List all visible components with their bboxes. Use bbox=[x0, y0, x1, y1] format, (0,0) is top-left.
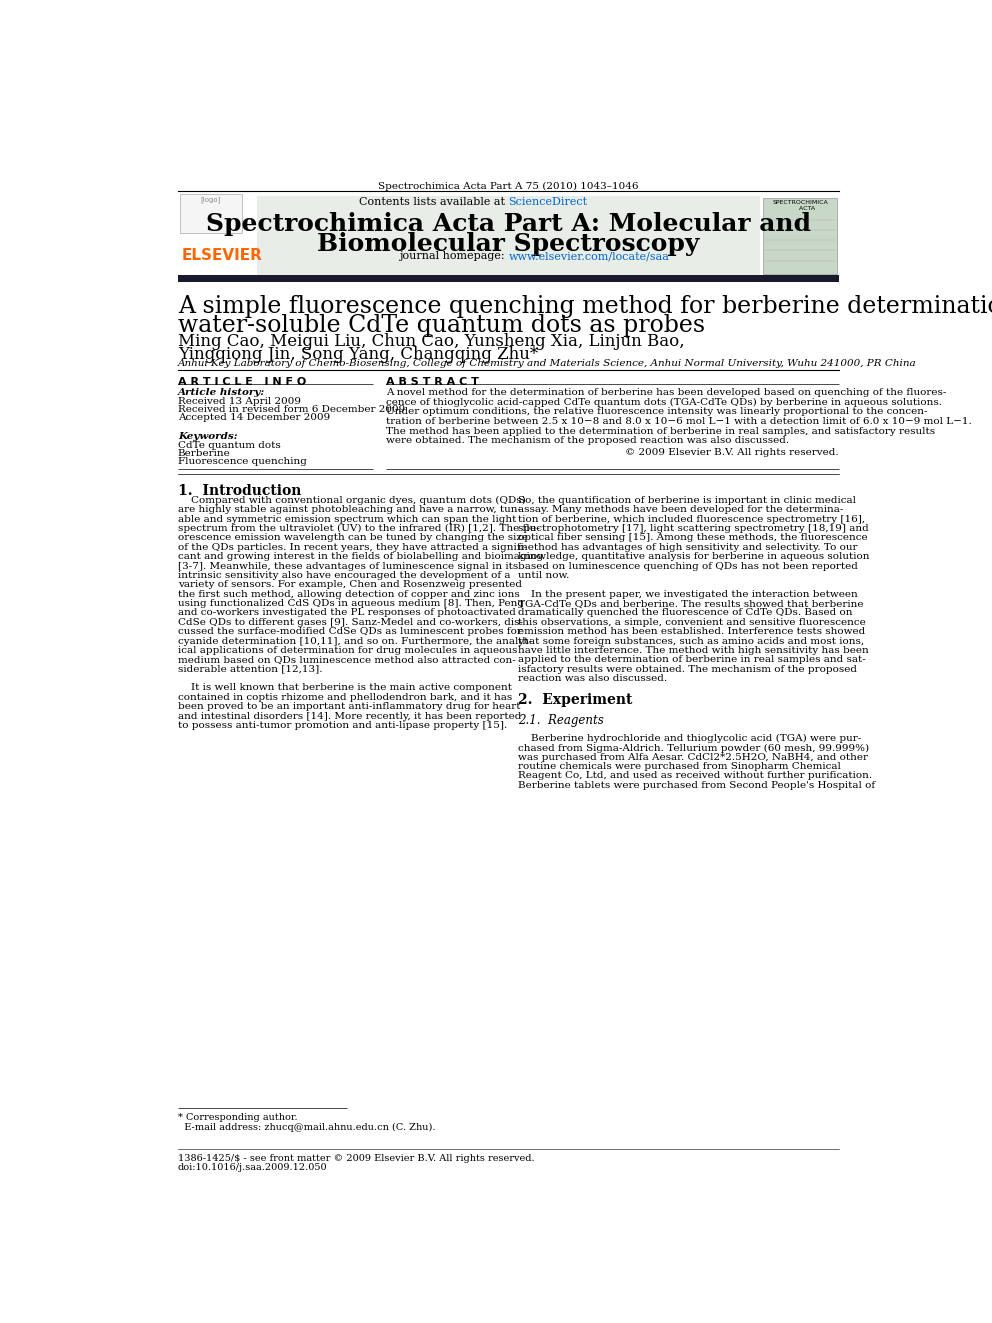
Text: intrinsic sensitivity also have encouraged the development of a: intrinsic sensitivity also have encourag… bbox=[178, 572, 510, 579]
Text: Contents lists available at: Contents lists available at bbox=[359, 197, 508, 208]
Text: have little interference. The method with high sensitivity has been: have little interference. The method wit… bbox=[518, 646, 869, 655]
Text: Anhui Key Laboratory of Chemo-Biosensing, College of Chemistry and Materials Sci: Anhui Key Laboratory of Chemo-Biosensing… bbox=[178, 360, 917, 368]
Text: chased from Sigma-Aldrich. Tellurium powder (60 mesh, 99.999%): chased from Sigma-Aldrich. Tellurium pow… bbox=[518, 744, 869, 753]
Text: Reagent Co, Ltd, and used as received without further purification.: Reagent Co, Ltd, and used as received wi… bbox=[518, 771, 872, 781]
Text: Keywords:: Keywords: bbox=[178, 431, 237, 441]
Text: the first such method, allowing detection of copper and zinc ions: the first such method, allowing detectio… bbox=[178, 590, 520, 599]
Text: tration of berberine between 2.5 x 10−8 and 8.0 x 10−6 mol L−1 with a detection : tration of berberine between 2.5 x 10−8 … bbox=[386, 417, 972, 426]
Text: In the present paper, we investigated the interaction between: In the present paper, we investigated th… bbox=[518, 590, 858, 599]
Text: water-soluble CdTe quantum dots as probes: water-soluble CdTe quantum dots as probe… bbox=[178, 314, 705, 336]
Text: ical applications of determination for drug molecules in aqueous: ical applications of determination for d… bbox=[178, 646, 517, 655]
Text: cussed the surface-modified CdSe QDs as luminescent probes for: cussed the surface-modified CdSe QDs as … bbox=[178, 627, 522, 636]
Text: routine chemicals were purchased from Sinopharm Chemical: routine chemicals were purchased from Si… bbox=[518, 762, 841, 771]
Text: Berberine: Berberine bbox=[178, 448, 230, 458]
Text: Received 13 April 2009: Received 13 April 2009 bbox=[178, 397, 301, 406]
Text: contained in coptis rhizome and phellodendron bark, and it has: contained in coptis rhizome and phellode… bbox=[178, 693, 512, 701]
Text: Compared with conventional organic dyes, quantum dots (QDs): Compared with conventional organic dyes,… bbox=[178, 496, 526, 505]
Text: variety of sensors. For example, Chen and Rosenzweig presented: variety of sensors. For example, Chen an… bbox=[178, 581, 522, 589]
Text: spectrophotometry [17], light scattering spectrometry [18,19] and: spectrophotometry [17], light scattering… bbox=[518, 524, 869, 533]
Text: A B S T R A C T: A B S T R A C T bbox=[386, 377, 479, 386]
Text: 1386-1425/$ - see front matter © 2009 Elsevier B.V. All rights reserved.: 1386-1425/$ - see front matter © 2009 El… bbox=[178, 1154, 535, 1163]
Text: this observations, a simple, convenient and sensitive fluorescence: this observations, a simple, convenient … bbox=[518, 618, 866, 627]
Text: reaction was also discussed.: reaction was also discussed. bbox=[518, 673, 668, 683]
Text: TGA-CdTe QDs and berberine. The results showed that berberine: TGA-CdTe QDs and berberine. The results … bbox=[518, 599, 864, 609]
FancyBboxPatch shape bbox=[181, 194, 242, 233]
Text: E-mail address: zhucq@mail.ahnu.edu.cn (C. Zhu).: E-mail address: zhucq@mail.ahnu.edu.cn (… bbox=[178, 1122, 435, 1131]
Text: emission method has been established. Interference tests showed: emission method has been established. In… bbox=[518, 627, 866, 636]
Text: Spectrochimica Acta Part A 75 (2010) 1043–1046: Spectrochimica Acta Part A 75 (2010) 104… bbox=[378, 183, 639, 192]
Text: tion of berberine, which included fluorescence spectrometry [16],: tion of berberine, which included fluore… bbox=[518, 515, 865, 524]
Text: been proved to be an important anti-inflammatory drug for heart: been proved to be an important anti-infl… bbox=[178, 703, 521, 712]
Text: cyanide determination [10,11], and so on. Furthermore, the analyt-: cyanide determination [10,11], and so on… bbox=[178, 636, 532, 646]
Text: Ming Cao, Meigui Liu, Chun Cao, Yunsheng Xia, Linjun Bao,: Ming Cao, Meigui Liu, Chun Cao, Yunsheng… bbox=[178, 333, 684, 351]
Text: www.elsevier.com/locate/saa: www.elsevier.com/locate/saa bbox=[508, 251, 670, 262]
Text: 2.  Experiment: 2. Experiment bbox=[518, 693, 633, 706]
Text: Article history:: Article history: bbox=[178, 388, 265, 397]
Text: were obtained. The mechanism of the proposed reaction was also discussed.: were obtained. The mechanism of the prop… bbox=[386, 437, 790, 446]
Text: * Corresponding author.: * Corresponding author. bbox=[178, 1113, 298, 1122]
Text: to possess anti-tumor promotion and anti-lipase property [15].: to possess anti-tumor promotion and anti… bbox=[178, 721, 507, 730]
Text: optical fiber sensing [15]. Among these methods, the fluorescence: optical fiber sensing [15]. Among these … bbox=[518, 533, 868, 542]
Text: Spectrochimica Acta Part A: Molecular and: Spectrochimica Acta Part A: Molecular an… bbox=[206, 212, 810, 235]
Text: siderable attention [12,13].: siderable attention [12,13]. bbox=[178, 664, 322, 673]
Text: CdSe QDs to different gases [9]. Sanz-Medel and co-workers, dis-: CdSe QDs to different gases [9]. Sanz-Me… bbox=[178, 618, 523, 627]
Text: Received in revised form 6 December 2009: Received in revised form 6 December 2009 bbox=[178, 405, 405, 414]
Text: Yingqiong Jin, Song Yang, Changqing Zhu*: Yingqiong Jin, Song Yang, Changqing Zhu* bbox=[178, 347, 538, 364]
Text: able and symmetric emission spectrum which can span the light: able and symmetric emission spectrum whi… bbox=[178, 515, 516, 524]
Text: Fluorescence quenching: Fluorescence quenching bbox=[178, 458, 307, 466]
Text: until now.: until now. bbox=[518, 572, 569, 579]
Text: based on luminescence quenching of QDs has not been reported: based on luminescence quenching of QDs h… bbox=[518, 561, 858, 570]
Text: of the QDs particles. In recent years, they have attracted a signifi-: of the QDs particles. In recent years, t… bbox=[178, 542, 527, 552]
Text: Under optimum conditions, the relative fluorescence intensity was linearly propo: Under optimum conditions, the relative f… bbox=[386, 407, 928, 417]
Text: that some foreign substances, such as amino acids and most ions,: that some foreign substances, such as am… bbox=[518, 636, 864, 646]
Text: assay. Many methods have been developed for the determina-: assay. Many methods have been developed … bbox=[518, 505, 843, 515]
Text: Berberine hydrochloride and thioglycolic acid (TGA) were pur-: Berberine hydrochloride and thioglycolic… bbox=[518, 734, 862, 744]
Text: applied to the determination of berberine in real samples and sat-: applied to the determination of berberin… bbox=[518, 655, 866, 664]
Text: Berberine tablets were purchased from Second People's Hospital of: Berberine tablets were purchased from Se… bbox=[518, 781, 876, 790]
Text: CdTe quantum dots: CdTe quantum dots bbox=[178, 441, 281, 450]
Text: © 2009 Elsevier B.V. All rights reserved.: © 2009 Elsevier B.V. All rights reserved… bbox=[625, 448, 839, 456]
Text: cant and growing interest in the fields of biolabelling and bioimaging: cant and growing interest in the fields … bbox=[178, 552, 543, 561]
Text: 2.1.  Reagents: 2.1. Reagents bbox=[518, 714, 604, 728]
Text: medium based on QDs luminescence method also attracted con-: medium based on QDs luminescence method … bbox=[178, 655, 516, 664]
Text: [3-7]. Meanwhile, these advantages of luminescence signal in its: [3-7]. Meanwhile, these advantages of lu… bbox=[178, 561, 518, 570]
Text: A simple fluorescence quenching method for berberine determination using: A simple fluorescence quenching method f… bbox=[178, 295, 992, 319]
FancyBboxPatch shape bbox=[257, 196, 760, 277]
FancyBboxPatch shape bbox=[763, 198, 837, 274]
Text: So, the quantification of berberine is important in clinic medical: So, the quantification of berberine is i… bbox=[518, 496, 856, 505]
Text: journal homepage:: journal homepage: bbox=[399, 251, 508, 262]
Text: and co-workers investigated the PL responses of photoactivated: and co-workers investigated the PL respo… bbox=[178, 609, 516, 618]
Text: ScienceDirect: ScienceDirect bbox=[508, 197, 587, 208]
Text: and intestinal disorders [14]. More recently, it has been reported: and intestinal disorders [14]. More rece… bbox=[178, 712, 521, 721]
Text: 1.  Introduction: 1. Introduction bbox=[178, 484, 302, 497]
Text: orescence emission wavelength can be tuned by changing the size: orescence emission wavelength can be tun… bbox=[178, 533, 528, 542]
Text: It is well known that berberine is the main active component: It is well known that berberine is the m… bbox=[178, 684, 512, 692]
Text: ELSEVIER: ELSEVIER bbox=[182, 249, 263, 263]
Text: isfactory results were obtained. The mechanism of the proposed: isfactory results were obtained. The mec… bbox=[518, 664, 857, 673]
Text: The method has been applied to the determination of berberine in real samples, a: The method has been applied to the deter… bbox=[386, 427, 935, 435]
Text: dramatically quenched the fluorescence of CdTe QDs. Based on: dramatically quenched the fluorescence o… bbox=[518, 609, 853, 618]
Text: SPECTROCHIMICA
      ACTA: SPECTROCHIMICA ACTA bbox=[773, 200, 828, 210]
Text: method has advantages of high sensitivity and selectivity. To our: method has advantages of high sensitivit… bbox=[518, 542, 858, 552]
Text: A R T I C L E   I N F O: A R T I C L E I N F O bbox=[178, 377, 307, 386]
Text: Accepted 14 December 2009: Accepted 14 December 2009 bbox=[178, 413, 330, 422]
FancyBboxPatch shape bbox=[178, 275, 839, 282]
Text: A novel method for the determination of berberine has been developed based on qu: A novel method for the determination of … bbox=[386, 388, 946, 397]
Text: are highly stable against photobleaching and have a narrow, tun-: are highly stable against photobleaching… bbox=[178, 505, 521, 515]
Text: doi:10.1016/j.saa.2009.12.050: doi:10.1016/j.saa.2009.12.050 bbox=[178, 1163, 327, 1172]
Text: [logo]: [logo] bbox=[200, 196, 221, 204]
Text: spectrum from the ultraviolet (UV) to the infrared (IR) [1,2]. The flu-: spectrum from the ultraviolet (UV) to th… bbox=[178, 524, 540, 533]
Text: using functionalized CdS QDs in aqueous medium [8]. Then, Peng: using functionalized CdS QDs in aqueous … bbox=[178, 599, 524, 609]
Text: knowledge, quantitative analysis for berberine in aqueous solution: knowledge, quantitative analysis for ber… bbox=[518, 552, 870, 561]
Text: cence of thioglycolic acid-capped CdTe quantum dots (TGA-CdTe QDs) by berberine : cence of thioglycolic acid-capped CdTe q… bbox=[386, 398, 942, 406]
Text: Biomolecular Spectroscopy: Biomolecular Spectroscopy bbox=[317, 232, 699, 257]
Text: was purchased from Alfa Aesar. CdCl2*2.5H2O, NaBH4, and other: was purchased from Alfa Aesar. CdCl2*2.5… bbox=[518, 753, 868, 762]
